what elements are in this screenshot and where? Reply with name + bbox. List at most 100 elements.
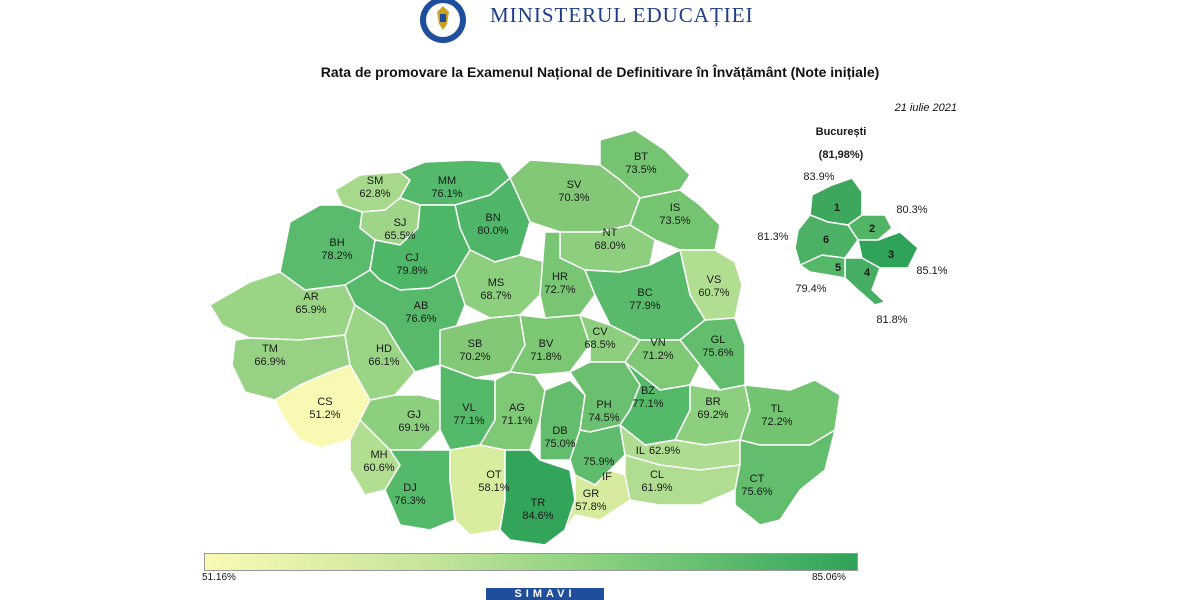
sector-value: 85.1% [916,265,947,277]
sector-value: 83.9% [803,171,834,183]
county-region-ag [479,371,546,451]
county-value: 74.5% [588,412,619,424]
county-value: 80.0% [477,225,508,237]
county-label-hr: HR 72.7% [544,271,575,296]
county-value: 60.7% [698,287,729,299]
county-label-vn: VN 71.2% [642,337,673,362]
county-code: SV [567,179,582,191]
county-code: BN [485,212,500,224]
county-label-hd: HD 66.1% [368,343,399,368]
county-label-gr: GR 57.8% [575,488,606,513]
county-code: SJ [394,217,407,229]
county-code: CJ [405,252,418,264]
county-label-bt: BT 73.5% [625,151,656,176]
bucharest-labels: București (81,98%) 1 2 3 4 5 6 83.9% 80.… [757,126,947,326]
sector-number: 3 [888,249,894,261]
county-code: NT [603,227,618,239]
county-code: AG [509,402,525,414]
county-label-tl: TL 72.2% [761,403,792,428]
county-value: 76.3% [394,495,425,507]
county-value: 51.2% [309,409,340,421]
sector-value: 81.3% [757,231,788,243]
county-code: TM [262,343,278,355]
county-code: SB [468,338,483,350]
county-label-nt: NT 68.0% [594,227,625,252]
county-value: 73.5% [625,164,656,176]
county-value: 77.1% [632,398,663,410]
county-region-dj [384,449,456,531]
county-value: 76.6% [405,313,436,325]
county-code: BR [705,396,720,408]
county-value: 77.9% [629,300,660,312]
bucharest-inset [794,177,919,306]
county-value: 76.1% [431,188,462,200]
county-value: 60.6% [363,462,394,474]
county-value: 68.7% [480,290,511,302]
county-label-ag: AG 71.1% [501,402,532,427]
county-label-gj: GJ 69.1% [398,409,429,434]
county-value: 78.2% [321,250,352,262]
county-value: 71.2% [642,350,673,362]
county-label-il: IL 62.9% [636,445,681,457]
county-code: DB [552,425,567,437]
county-label-cv: CV 68.5% [584,326,615,351]
legend-max-label: 85.06% [812,572,846,583]
legend-min-label: 51.16% [202,572,236,583]
county-value: 79.8% [396,265,427,277]
county-label-cj: CJ 79.8% [396,252,427,277]
county-code: BC [637,287,652,299]
county-label-ms: MS 68.7% [480,277,511,302]
county-code: GL [711,334,726,346]
romanian-government-crest-icon [410,0,476,44]
sector-number: 2 [869,223,875,235]
county-value: 66.9% [254,356,285,368]
county-labels: SM 62.8% MM 76.1% SJ 65.5% BN 80.0% BH 78.2% … [254,151,792,522]
county-code: GR [583,488,600,500]
county-code: TR [531,497,546,509]
county-code: IL [636,445,645,457]
bucharest-sector-6 [794,214,859,266]
county-label-sb: SB 70.2% [459,338,490,363]
county-label-br: BR 69.2% [697,396,728,421]
sector-value: 79.4% [795,283,826,295]
county-value: 62.8% [359,188,390,200]
county-value: 70.3% [558,192,589,204]
county-label-cs: CS 51.2% [309,396,340,421]
county-label-ph: PH 74.5% [588,399,619,424]
county-region-ct [734,429,836,526]
county-value: 71.1% [501,415,532,427]
county-code: AR [303,291,318,303]
county-value: 65.5% [384,230,415,242]
county-label-bz: BZ 77.1% [632,385,663,410]
county-label-sj: SJ 65.5% [384,217,415,242]
county-code: OT [486,469,502,481]
county-label-vl: VL 77.1% [453,402,484,427]
county-label-sv: SV 70.3% [558,179,589,204]
county-regions [209,129,841,546]
county-value: 72.7% [544,284,575,296]
county-value: 72.2% [761,416,792,428]
county-label-if-value: 75.9% [583,456,614,468]
county-label-bh: BH 78.2% [321,237,352,262]
header: MINISTERUL EDUCAȚIEI [0,0,1200,50]
sector-value: 81.8% [876,314,907,326]
county-region-cl [624,454,741,506]
county-code: HR [552,271,568,283]
county-code: AB [414,300,429,312]
county-label-tr: TR 84.6% [522,497,553,522]
county-value: 66.1% [368,356,399,368]
county-code: DJ [403,482,416,494]
county-region-gr [564,469,631,531]
page-title: Rata de promovare la Examenul Național d… [320,64,880,80]
sector-number: 4 [864,267,871,279]
county-label-bn: BN 80.0% [477,212,508,237]
county-label-bv: BV 71.8% [530,338,561,363]
county-code: VS [707,274,722,286]
county-code: MS [488,277,505,289]
county-label-ar: AR 65.9% [295,291,326,316]
county-code: IS [670,202,680,214]
county-label-vs: VS 60.7% [698,274,729,299]
sector-value: 80.3% [896,204,927,216]
county-value: 65.9% [295,304,326,316]
sector-number: 1 [834,202,840,214]
